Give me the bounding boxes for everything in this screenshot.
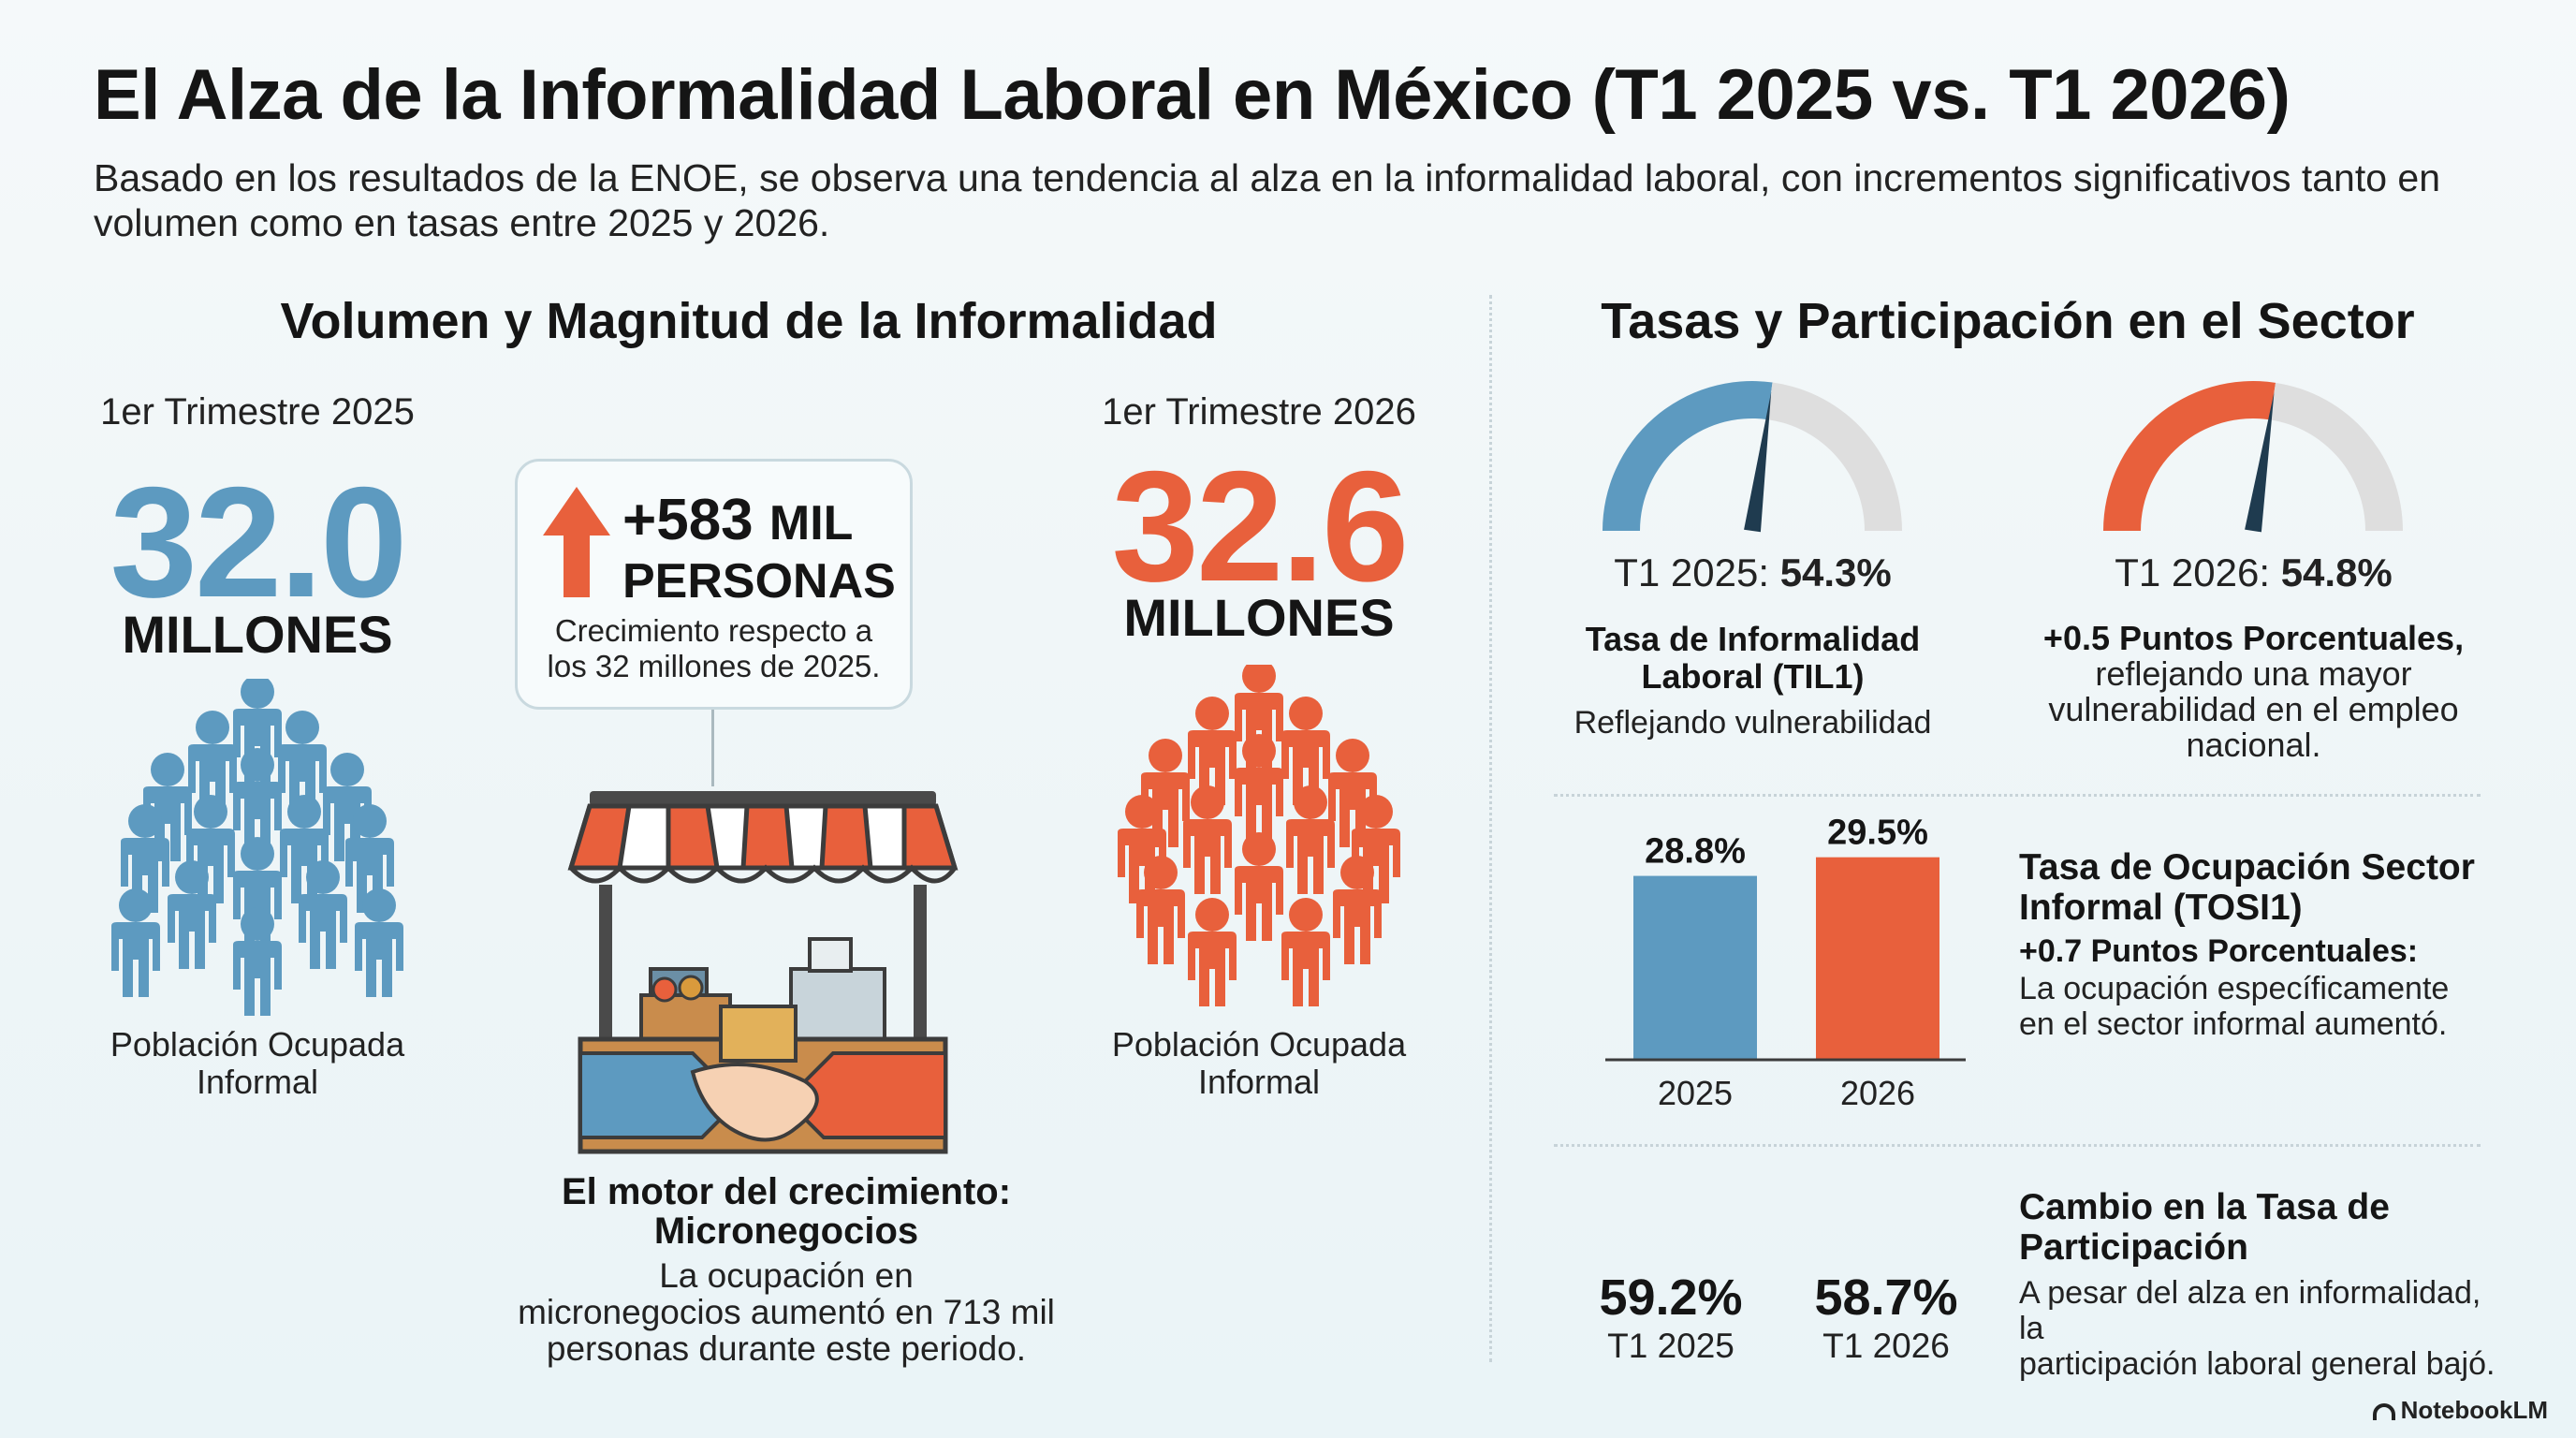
callout-unit: MIL [768,496,854,550]
til1-title-line2: Laboral (TIL1) [1641,657,1865,696]
callout-description: Crecimiento respecto a los 32 millones d… [520,613,908,684]
participation-desc-line2: participación laboral general bajó. [2019,1346,2496,1382]
callout-desc-line2: los 32 millones de 2025. [547,649,881,683]
participation-description: A pesar del alza en informalidad, la par… [2019,1275,2506,1382]
tosi-desc-line1: La ocupación específicamente [2019,971,2450,1006]
logo-text: NotebookLM [2400,1396,2548,1424]
tosi-bar-label-2026: 29.5% [1827,814,1928,853]
gauge-2025-label: T1 2025: 54.3% [1535,550,1970,595]
participation-2026-value: 58.7% [1814,1269,1958,1326]
participation-2025: 59.2% T1 2025 [1573,1269,1769,1366]
gauge-2026-desc-line2: vulnerabilidad en el empleo [2048,690,2459,728]
participation-text: Cambio en la Tasa de Participación A pes… [2019,1187,2506,1382]
tosi-text: Tasa de Ocupación Sector Informal (TOSI1… [2019,847,2506,1042]
participation-2026: 58.7% T1 2026 [1783,1269,1989,1366]
notebooklm-logo: NotebookLM [2372,1396,2548,1425]
unit-2025: MILLONES [122,605,393,664]
arrow-up-icon [543,487,610,597]
gauge-2026-label: T1 2026: 54.8% [2036,550,2471,595]
gauge-2026-text: +0.5 Puntos Porcentuales, reflejando una… [2003,621,2504,763]
page-subtitle: Basado en los resultados de la ENOE, se … [94,156,2441,244]
tosi-year-label-2026: 2026 [1840,1074,1915,1112]
tosi-year-label-2025: 2025 [1658,1074,1733,1112]
motor-desc-line3: personas durante este periodo. [546,1329,1027,1368]
participation-desc-line1: A pesar del alza en informalidad, la [2019,1275,2481,1346]
motor-desc-line1: La ocupación en [659,1256,914,1295]
gauge-fill [1603,380,1773,531]
gauge-needle [2245,391,2275,533]
gauge-track [2270,382,2403,531]
value-2026: 32.6 [1111,438,1410,614]
tosi-description: La ocupación específicamente en el secto… [2019,971,2506,1042]
participation-title: Cambio en la Tasa de Participación [2019,1187,2506,1268]
motor-title-line1: El motor del crecimiento: [561,1171,1012,1212]
gauge-til1-2026 [2103,381,2403,533]
motor-description: La ocupación en micronegocios aumentó en… [440,1257,1133,1367]
market-stall-handshake-icon [567,791,959,1154]
period-2026: 1er Trimestre 2026 [1102,391,1416,433]
right-divider-1 [1554,794,2481,797]
gauge-track [1767,382,1902,531]
tosi-bar-2025 [1633,875,1757,1060]
gauge-2026-title: +0.5 Puntos Porcentuales, [2042,619,2465,657]
caption-2026: Población Ocupada Informal [1039,1026,1479,1101]
gauge-2026-desc-line1: reflejando una mayor [2095,654,2412,693]
people-crowd-icon-2025 [111,679,403,1016]
gauge-fill [2103,381,2276,531]
page-title: El Alza de la Informalidad Laboral en Mé… [94,55,2291,135]
callout-connector [711,710,714,786]
callout-desc-line1: Crecimiento respecto a [554,613,873,648]
tosi-bar-label-2025: 28.8% [1645,832,1746,872]
tosi-bar-2026 [1816,857,1939,1060]
left-section-heading: Volumen y Magnitud de la Informalidad [280,293,1218,349]
participation-2025-value: 59.2% [1599,1269,1743,1326]
tosi-subtitle: +0.7 Puntos Porcentuales: [2019,933,2419,969]
motor-desc-line2: micronegocios aumentó en 713 mil [518,1293,1055,1331]
gauge-needle [1744,391,1772,533]
participation-2025-label: T1 2025 [1607,1327,1734,1365]
notebooklm-icon [2372,1403,2395,1420]
caption-2025-line1: Población Ocupada [110,1025,405,1064]
gauge-2026-prefix: T1 2026: [2115,550,2281,594]
caption-2025-line2: Informal [196,1063,319,1101]
callout-headline: +583 MIL PERSONAS [622,492,903,610]
til1-title-line1: Tasa de Informalidad [1585,620,1921,658]
gauge-2025-prefix: T1 2025: [1614,550,1780,594]
tosi-desc-line2: en el sector informal aumentó. [2019,1006,2448,1042]
til1-description: Reflejando vulnerabilidad [1573,705,1932,741]
gauge-2025-value: 54.3% [1779,550,1892,594]
participation-2026-label: T1 2026 [1822,1327,1950,1365]
unit-2026: MILLONES [1123,588,1395,647]
motor-title-line2: Micronegocios [653,1211,919,1252]
caption-2025: Población Ocupada Informal [37,1026,477,1101]
tosi-bar-chart: 28.8% 2025 29.5% 2026 [1605,814,1966,1112]
right-section-heading: Tasas y Participación en el Sector [1601,293,2415,349]
motor-title: El motor del crecimiento: Micronegocios [440,1172,1133,1251]
period-2025: 1er Trimestre 2025 [100,391,415,433]
callout-persons: PERSONAS [622,554,896,609]
value-2025: 32.0 [110,454,408,630]
tosi-title-line1: Tasa de Ocupación Sector [2019,847,2475,888]
participation-title-line1: Cambio en la Tasa de [2019,1187,2390,1227]
tosi-title: Tasa de Ocupación Sector Informal (TOSI1… [2019,847,2506,928]
tosi-title-line2: Informal (TOSI1) [2019,888,2303,928]
til1-title: Tasa de Informalidad Laboral (TIL1) [1535,621,1970,696]
gauge-2026-desc-line3: nacional. [2186,726,2321,764]
right-divider-2 [1554,1144,2481,1147]
section-divider [1489,295,1492,1362]
caption-2026-line1: Población Ocupada [1111,1025,1407,1064]
caption-2026-line2: Informal [1197,1063,1321,1101]
gauge-2026-value: 54.8% [2280,550,2393,594]
people-crowd-icon-2026 [1118,665,1400,1006]
callout-number: +583 [622,488,754,552]
participation-title-line2: Participación [2019,1227,2248,1268]
gauge-til1-2025 [1603,380,1902,533]
